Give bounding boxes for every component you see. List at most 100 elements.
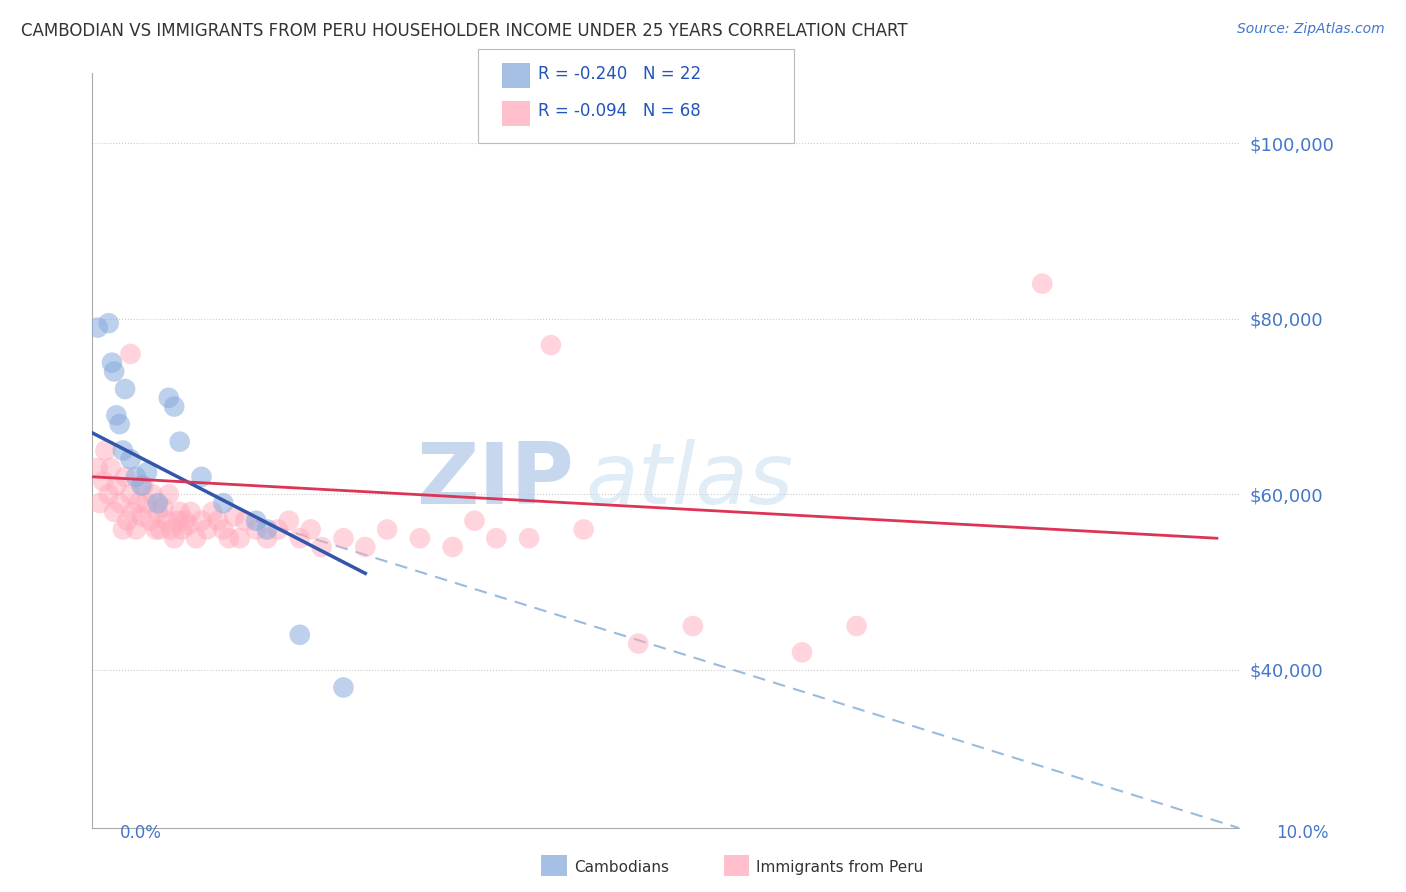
Point <box>682 619 704 633</box>
Text: CAMBODIAN VS IMMIGRANTS FROM PERU HOUSEHOLDER INCOME UNDER 25 YEARS CORRELATION : CAMBODIAN VS IMMIGRANTS FROM PERU HOUSEH… <box>21 22 908 40</box>
Point <box>1031 277 1053 291</box>
Point <box>114 470 136 484</box>
Point <box>212 523 235 537</box>
Point <box>212 496 235 510</box>
Point <box>277 514 299 528</box>
Point <box>139 514 162 528</box>
Point <box>245 523 267 537</box>
Point <box>105 409 128 423</box>
Point <box>485 531 508 545</box>
Point <box>170 523 193 537</box>
Point <box>169 505 191 519</box>
Point <box>299 523 322 537</box>
Point <box>132 478 155 492</box>
Text: Cambodians: Cambodians <box>574 860 669 874</box>
Point <box>146 496 169 510</box>
Point <box>354 540 377 554</box>
Text: 0.0%: 0.0% <box>120 824 162 842</box>
Point <box>97 487 120 501</box>
Text: Immigrants from Peru: Immigrants from Peru <box>756 860 924 874</box>
Point <box>125 470 148 484</box>
Point <box>149 523 172 537</box>
Point <box>166 514 188 528</box>
Point <box>288 531 311 545</box>
Point <box>145 523 167 537</box>
Point <box>111 443 134 458</box>
Point <box>790 645 813 659</box>
Point <box>540 338 562 352</box>
Point <box>201 505 224 519</box>
Point <box>245 514 267 528</box>
Point <box>108 417 131 431</box>
Point <box>117 514 139 528</box>
Point <box>177 518 200 533</box>
Point <box>103 364 125 378</box>
Point <box>845 619 868 633</box>
Text: 10.0%: 10.0% <box>1277 824 1329 842</box>
Point <box>256 531 278 545</box>
Point <box>135 496 157 510</box>
Point <box>311 540 333 554</box>
Text: Source: ZipAtlas.com: Source: ZipAtlas.com <box>1237 22 1385 37</box>
Point <box>87 320 110 334</box>
Point <box>233 514 256 528</box>
Point <box>131 478 153 492</box>
Point <box>111 523 134 537</box>
Point <box>157 487 180 501</box>
Point <box>332 681 354 695</box>
Point <box>288 628 311 642</box>
Text: R = -0.240   N = 22: R = -0.240 N = 22 <box>538 65 702 83</box>
Point <box>180 505 202 519</box>
Text: ZIP: ZIP <box>416 439 574 522</box>
Point <box>146 505 169 519</box>
Point <box>101 356 124 370</box>
Point <box>184 531 207 545</box>
Point <box>103 505 125 519</box>
Point <box>155 514 177 528</box>
Point <box>441 540 464 554</box>
Point <box>409 531 432 545</box>
Point <box>627 637 650 651</box>
Point <box>120 487 142 501</box>
Point <box>127 496 149 510</box>
Point <box>229 531 252 545</box>
Text: atlas: atlas <box>585 439 793 522</box>
Point <box>89 496 111 510</box>
Point <box>120 452 142 467</box>
Point <box>572 523 595 537</box>
Point <box>114 382 136 396</box>
Point <box>375 523 398 537</box>
Point <box>152 500 174 515</box>
Point <box>332 531 354 545</box>
Point <box>190 514 212 528</box>
Point <box>141 487 163 501</box>
Point <box>120 347 142 361</box>
Point <box>97 316 120 330</box>
Point <box>463 514 485 528</box>
Point <box>121 505 143 519</box>
Point <box>160 523 183 537</box>
Point <box>94 443 117 458</box>
Point <box>157 391 180 405</box>
Point <box>91 474 114 488</box>
Point <box>135 466 157 480</box>
Point <box>224 509 246 524</box>
Point <box>169 434 191 449</box>
Point <box>163 531 186 545</box>
Point <box>267 523 290 537</box>
Point <box>131 509 153 524</box>
Point <box>87 461 110 475</box>
Point <box>218 531 240 545</box>
Point <box>100 461 122 475</box>
Point <box>163 400 186 414</box>
Text: R = -0.094   N = 68: R = -0.094 N = 68 <box>538 103 702 120</box>
Point <box>195 523 218 537</box>
Point <box>190 470 212 484</box>
Point <box>256 523 278 537</box>
Point <box>125 523 148 537</box>
Point <box>105 478 128 492</box>
Point <box>108 496 131 510</box>
Point <box>174 514 197 528</box>
Point <box>517 531 540 545</box>
Point <box>207 514 229 528</box>
